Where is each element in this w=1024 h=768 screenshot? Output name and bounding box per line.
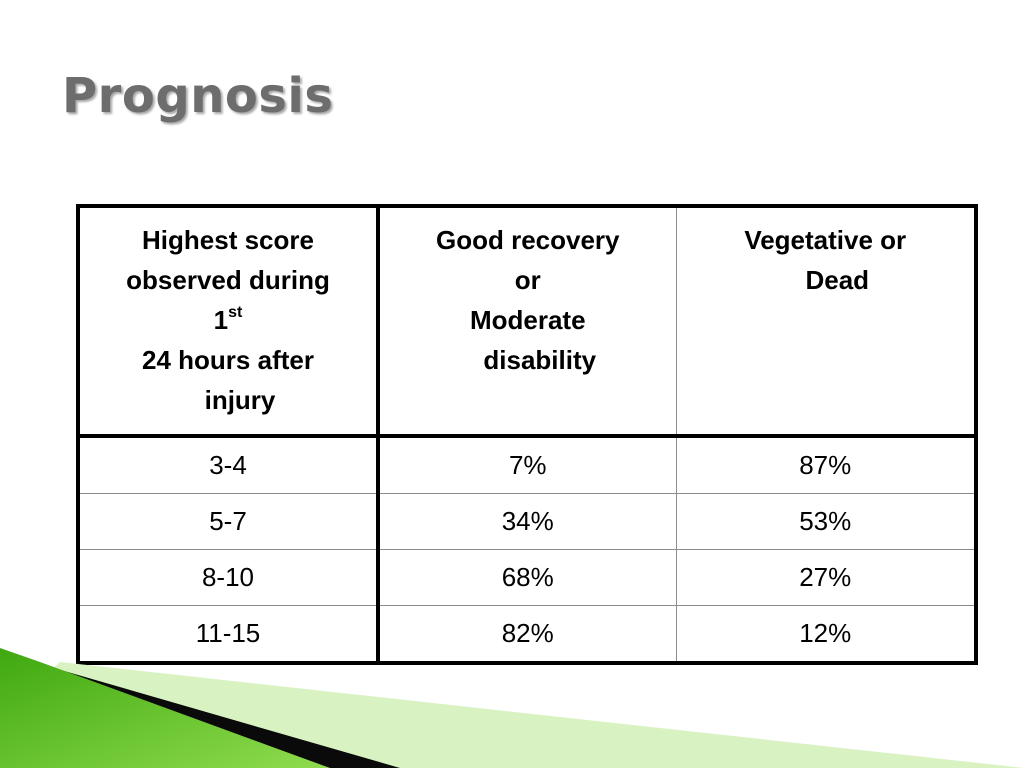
cell-good-recovery: 68% [377, 549, 677, 606]
cell-score: 11-15 [77, 605, 380, 664]
header-col3-line1: Vegetative or [744, 225, 907, 255]
header-good-recovery: Good recovery or Moderate disability [377, 205, 677, 438]
slide-title: Prognosis [62, 68, 334, 124]
table-row: 11-15 82% 12% [77, 605, 977, 664]
header-col3-line2: Dead [805, 265, 870, 295]
cell-good-recovery: 7% [377, 435, 677, 494]
swoosh-green [0, 648, 330, 768]
header-col2-line4: disability [483, 345, 597, 375]
table-row: 3-4 7% 87% [77, 435, 977, 494]
cell-score: 8-10 [77, 549, 380, 606]
cell-score: 3-4 [77, 435, 380, 494]
header-col2-line3: Moderate [469, 305, 586, 335]
cell-vegetative: 27% [675, 549, 977, 606]
header-col1-line3-sup: st [228, 304, 243, 321]
cell-good-recovery: 82% [377, 605, 677, 664]
header-vegetative-dead: Vegetative or Dead [675, 205, 977, 438]
cell-vegetative: 12% [675, 605, 977, 664]
decorative-swoosh [0, 648, 1024, 768]
header-highest-score: Highest score observed during 1st 24 hou… [77, 205, 380, 438]
header-col1-line3: 1st [80, 300, 376, 340]
table-header-row: Highest score observed during 1st 24 hou… [77, 205, 977, 438]
cell-vegetative: 87% [675, 435, 977, 494]
table-row: 8-10 68% 27% [77, 549, 977, 606]
header-col1-line1: Highest score [142, 225, 314, 255]
prognosis-table: Highest score observed during 1st 24 hou… [76, 204, 978, 665]
header-col1-line4: 24 hours after [142, 345, 314, 375]
header-col2-line1: Good recovery [435, 225, 620, 255]
header-col1-line2: observed during [126, 265, 330, 295]
cell-vegetative: 53% [675, 493, 977, 550]
header-col2-line2: or [514, 265, 541, 295]
header-col1-line3-num: 1 [213, 305, 229, 335]
table-row: 5-7 34% 53% [77, 493, 977, 550]
cell-score: 5-7 [77, 493, 380, 550]
cell-good-recovery: 34% [377, 493, 677, 550]
header-col1-line5: injury [204, 385, 276, 415]
